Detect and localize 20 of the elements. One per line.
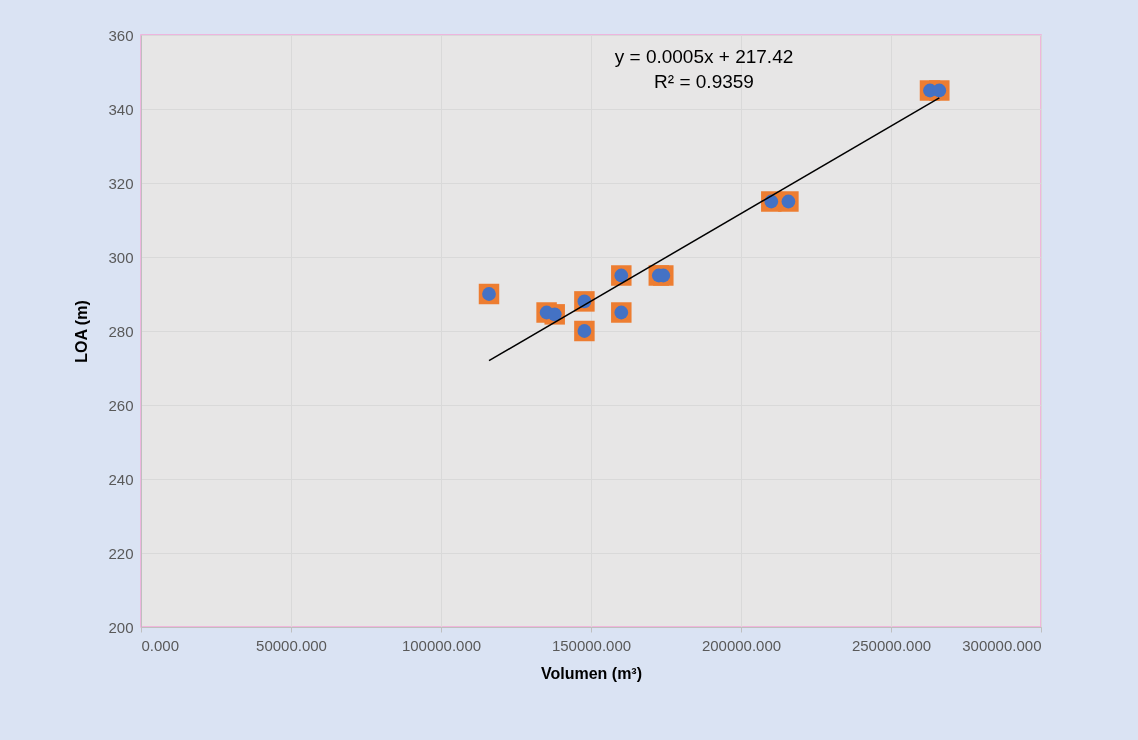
y-tick-label: 240 [108,470,134,488]
y-tick-label: 320 [108,174,134,192]
annotation: y = 0.0005x + 217.42 [614,46,794,67]
y-tick-label: 220 [108,544,134,562]
x-tick-label: 50000.000 [256,636,327,654]
y-tick-label: 340 [108,100,134,118]
x-tick-label: 250000.000 [851,636,932,654]
x-tick-label: 150000.000 [551,636,632,654]
x-tick-label: 100000.000 [401,636,482,654]
x-tick-label: 200000.000 [701,636,782,654]
y-tick-label: 280 [108,322,134,340]
y-axis-title: LOA (m) [73,300,91,363]
y-tick-label: 200 [108,618,134,636]
y-tick-label: 300 [108,248,134,266]
x-tick-label: 300000.000 [962,636,1042,654]
annotation: R² = 0.9359 [654,71,754,92]
y-tick-label: 260 [108,396,134,414]
x-axis-title: Volumen (m³) [540,664,643,682]
y-tick-label: 360 [108,26,134,44]
x-tick-label: 0.000 [141,636,180,654]
